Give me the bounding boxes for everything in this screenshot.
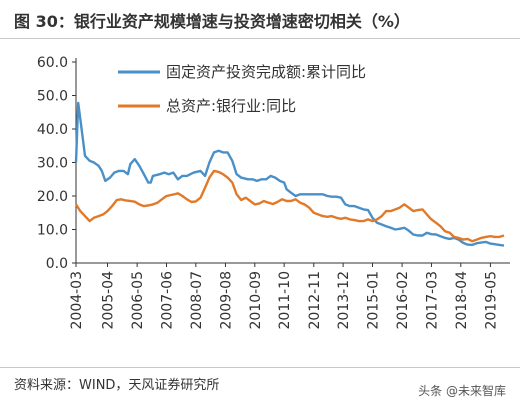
x-tick-label: 2010-09: [248, 271, 264, 330]
source-note: 资料来源：WIND，天风证券研究所: [14, 378, 220, 393]
y-tick-label: 20.0: [37, 189, 68, 205]
x-tick-label: 2005-04: [101, 271, 117, 330]
x-tick-label: 2013-12: [336, 271, 352, 330]
x-tick-label: 2018-04: [454, 271, 470, 330]
title-bar: 图 30：银行业资产规模增速与投资增速密切相关（%）: [0, 0, 520, 38]
series-line-fixed-asset-investment: [74, 101, 505, 247]
x-tick-label: 2006-05: [130, 271, 146, 330]
y-tick-labels: 0.0 10.0 20.0 30.0 40.0 50.0 60.0: [37, 55, 68, 272]
divider-top: [0, 38, 520, 39]
x-tick-label: 2011-10: [277, 271, 293, 330]
legend-label: 固定资产投资完成额:累计同比: [166, 63, 366, 81]
x-tick-label: 2016-02: [395, 271, 411, 330]
x-tick-label: 2008-07: [189, 271, 205, 330]
y-tick-label: 50.0: [37, 89, 68, 105]
x-tick-label: 2009-08: [218, 271, 234, 330]
x-tick-labels: 2004-03 2005-04 2006-05 2007-06 2008-07 2009-…: [69, 271, 499, 330]
y-tick-label: 0.0: [46, 256, 68, 272]
y-tick-label: 10.0: [37, 223, 68, 239]
y-tick-label: 60.0: [37, 55, 68, 71]
y-tick-label: 40.0: [37, 122, 68, 138]
line-chart: 0.0 10.0 20.0 30.0 40.0 50.0 60.0 2004-03 2005-…: [37, 55, 510, 330]
x-tick-label: 2017-03: [424, 271, 440, 330]
divider-bottom: [0, 367, 520, 368]
x-tick-label: 2007-06: [159, 271, 175, 330]
y-tick-label: 30.0: [37, 156, 68, 172]
x-tick-label: 2004-03: [69, 271, 85, 330]
legend-label: 总资产:银行业:同比: [166, 97, 296, 115]
series-line-bank-assets: [74, 169, 505, 243]
watermark-text: 头条 @未来智库: [418, 384, 506, 398]
x-tick-label: 2019-05: [483, 271, 499, 330]
chart-title: 图 30：银行业资产规模增速与投资增速密切相关（%）: [14, 12, 410, 31]
x-tick-label: 2015-01: [365, 271, 381, 330]
x-tick-label: 2012-11: [307, 271, 323, 330]
series-lines: [74, 101, 505, 247]
